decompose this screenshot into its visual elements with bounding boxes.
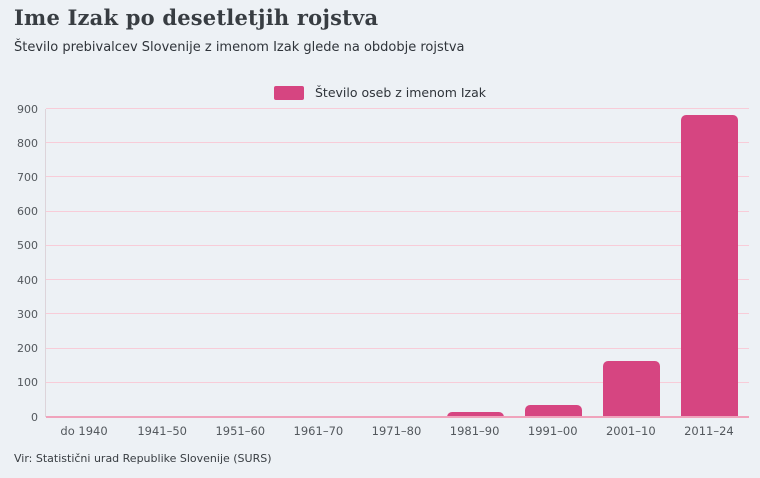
x-axis-category-label: 1961–70 — [293, 424, 344, 438]
y-axis-tick-label: 500 — [17, 239, 38, 253]
page-subtitle: Število prebivalcev Slovenije z imenom I… — [14, 40, 465, 55]
bar-1991–00 — [525, 405, 583, 417]
bar-2001–10 — [603, 360, 661, 417]
y-axis-tick-label: 600 — [17, 205, 38, 219]
bar-1981–90 — [447, 411, 505, 417]
gridline — [46, 210, 749, 212]
y-axis-tick-label: 200 — [17, 342, 38, 356]
bar-chart-plot-area — [45, 108, 749, 418]
gridline — [46, 176, 749, 178]
x-axis-baseline — [46, 416, 749, 418]
y-axis-tick-label: 700 — [17, 170, 38, 184]
page-title: Ime Izak po desetletjih rojstva — [14, 5, 379, 30]
x-axis-category-label: 1991–00 — [527, 424, 578, 438]
x-axis-category-label: 2001–10 — [605, 424, 656, 438]
gridline — [46, 347, 749, 349]
source-note: Vir: Statistični urad Republike Slovenij… — [14, 452, 272, 465]
gridline — [46, 108, 749, 109]
gridline — [46, 381, 749, 383]
x-axis-category-label: 1981–90 — [449, 424, 500, 438]
x-axis-category-label: 1951–60 — [215, 424, 266, 438]
y-axis-tick-label: 800 — [17, 136, 38, 150]
x-axis-category-label: do 1940 — [60, 424, 108, 438]
gridline — [46, 313, 749, 315]
y-axis-tick-label: 300 — [17, 307, 38, 321]
x-axis-category-label: 1971–80 — [371, 424, 422, 438]
legend-label: Število oseb z imenom Izak — [315, 85, 486, 100]
x-axis-category-label: 1941–50 — [137, 424, 187, 438]
y-axis-tick-label: 900 — [17, 102, 38, 116]
x-axis-category-label: 2011–24 — [684, 424, 734, 438]
gridline — [46, 142, 749, 144]
bar-2011–24 — [681, 114, 739, 417]
y-axis-tick-label: 0 — [31, 410, 38, 424]
gridline — [46, 279, 749, 281]
y-axis-tick-label: 400 — [17, 273, 38, 287]
legend-swatch — [274, 85, 304, 100]
y-axis-tick-label: 100 — [17, 376, 38, 390]
legend: Število oseb z imenom Izak — [0, 85, 760, 100]
gridline — [46, 244, 749, 246]
